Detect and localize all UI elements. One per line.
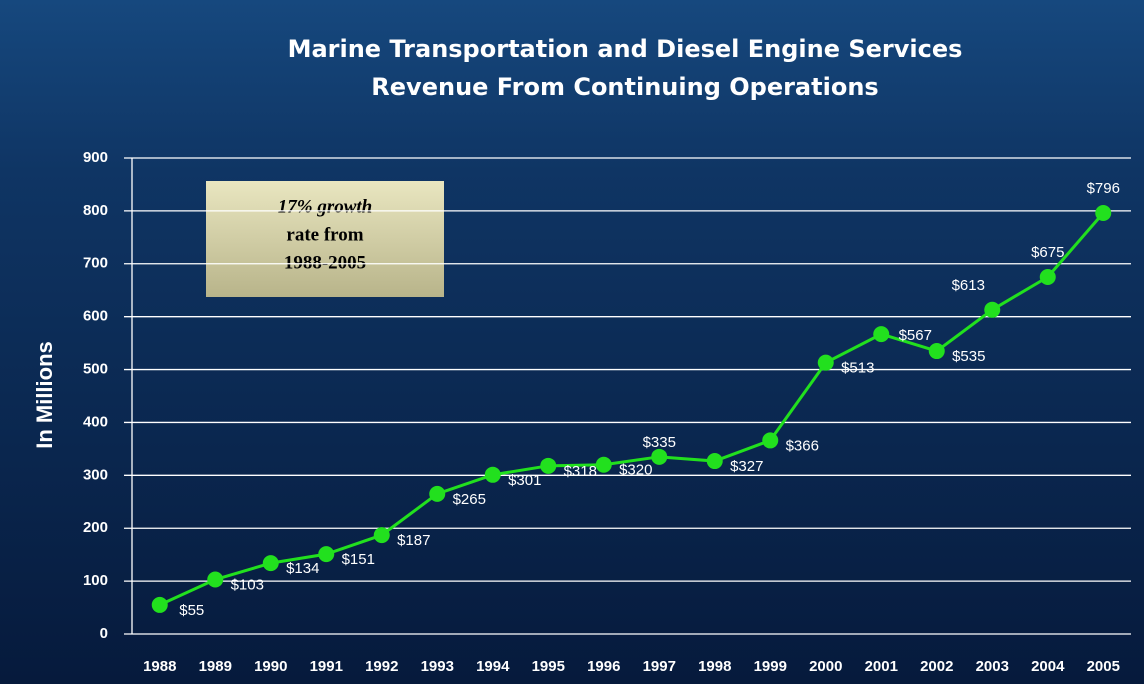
value-label: $335 <box>643 434 676 451</box>
x-tick-label: 2001 <box>865 658 898 675</box>
value-label: $55 <box>179 602 204 619</box>
marker <box>873 326 890 343</box>
value-label: $796 <box>1087 180 1120 197</box>
marker <box>706 453 723 470</box>
x-tick-label: 1990 <box>254 658 287 675</box>
x-tick-label: 2005 <box>1087 658 1120 675</box>
y-tick-label: 800 <box>83 202 108 219</box>
value-label: $318 <box>564 463 597 480</box>
marker <box>1095 205 1112 222</box>
marker <box>151 596 168 613</box>
value-label: $535 <box>952 348 985 365</box>
marker <box>595 456 612 473</box>
x-tick-label: 1994 <box>476 658 510 675</box>
annotation: 1988-2005 <box>284 252 366 273</box>
y-tick-label: 900 <box>83 149 108 166</box>
x-tick-label: 1992 <box>365 658 398 675</box>
y-tick-label: 100 <box>83 572 108 589</box>
marker <box>928 343 945 360</box>
value-label: $675 <box>1031 244 1064 261</box>
value-label: $103 <box>231 576 264 593</box>
y-tick-label: 200 <box>83 519 108 536</box>
value-label: $327 <box>730 458 763 475</box>
annotation: rate from <box>286 224 363 245</box>
annotation: 17% growth <box>278 196 373 217</box>
chart-title: Marine Transportation and Diesel Engine … <box>288 35 963 63</box>
value-label: $513 <box>841 360 874 377</box>
value-label: $366 <box>786 437 819 454</box>
x-tick-label: 2003 <box>976 658 1009 675</box>
x-tick-label: 1998 <box>698 658 731 675</box>
x-tick-label: 1993 <box>421 658 454 675</box>
marker <box>540 457 557 474</box>
y-tick-label: 700 <box>83 255 108 272</box>
y-axis-label: In Millions <box>32 341 57 449</box>
value-label: $265 <box>453 491 486 508</box>
annotation-box <box>206 181 444 297</box>
marker <box>262 555 279 572</box>
y-tick-label: 600 <box>83 308 108 325</box>
marker <box>1039 269 1056 285</box>
marker <box>318 546 335 563</box>
y-tick-label: 300 <box>83 466 108 483</box>
line <box>159 212 1105 607</box>
value-label: $187 <box>397 532 430 549</box>
x-tick-label: 1991 <box>310 658 343 675</box>
marker <box>207 571 224 588</box>
value-label: $301 <box>508 472 541 489</box>
chart-subtitle: Revenue From Continuing Operations <box>371 73 878 101</box>
x-tick-label: 1996 <box>587 658 620 675</box>
x-tick-label: 1989 <box>199 658 232 675</box>
x-tick-label: 1988 <box>143 658 176 675</box>
x-tick-label: 2002 <box>920 658 953 675</box>
x-tick-label: 1997 <box>643 658 676 675</box>
marker <box>817 354 834 371</box>
x-tick-label: 2000 <box>809 658 842 675</box>
marker <box>429 485 446 502</box>
y-tick-label: 400 <box>83 413 108 430</box>
marker <box>984 301 1001 318</box>
marker <box>373 527 390 544</box>
marker <box>484 466 501 483</box>
value-label: $151 <box>342 551 375 568</box>
value-label: $134 <box>286 560 319 577</box>
value-label: $613 <box>952 277 985 294</box>
value-label: $320 <box>619 462 652 479</box>
y-tick-label: 500 <box>83 361 108 378</box>
x-tick-label: 2004 <box>1031 658 1065 675</box>
x-tick-label: 1999 <box>754 658 787 675</box>
value-label: $567 <box>899 327 932 344</box>
marker <box>651 448 668 465</box>
marker <box>762 432 779 449</box>
y-tick-label: 0 <box>100 625 108 642</box>
x-tick-label: 1995 <box>532 658 565 675</box>
